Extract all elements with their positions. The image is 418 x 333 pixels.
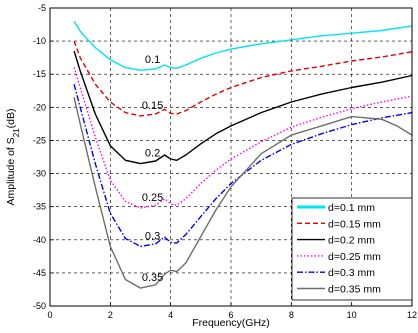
legend-label-3: d=0.2 mm (328, 235, 375, 247)
legend-label-4: d=0.25 mm (328, 251, 381, 263)
legend-label-1: d=0.1 mm (328, 202, 375, 214)
series-group (73, 20, 413, 289)
series-line-1 (73, 20, 413, 71)
x-tick-label: 4 (168, 310, 173, 320)
y-axis-label-unit: (dB) (5, 108, 17, 128)
curve-label-2: 0.15 (142, 100, 163, 112)
legend: d=0.1 mm d=0.15 mm d=0.2 mm d=0.25 mm d=0.3 … (291, 197, 413, 301)
legend-label-2: d=0.15 mm (328, 218, 381, 230)
series-line-4 (73, 67, 413, 209)
grid (50, 8, 412, 306)
x-tick-label: 8 (289, 310, 294, 320)
y-tick-label: -45 (33, 268, 46, 278)
legend-label-6: d=0.35 mm (328, 284, 381, 296)
y-tick-label: -10 (33, 36, 46, 46)
y-axis-label-sub: 21 (12, 128, 21, 137)
x-tick-label: 10 (347, 310, 357, 320)
x-tick-label: 2 (108, 310, 113, 320)
legend-box (291, 197, 413, 301)
y-tick-label: -5 (38, 3, 46, 13)
legend-label-5: d=0.3 mm (328, 267, 375, 279)
series-line-3 (73, 50, 413, 165)
y-tick-label: -40 (33, 235, 46, 245)
y-tick-label: -20 (33, 102, 46, 112)
y-tick-label: -30 (33, 169, 46, 179)
ticks: 0 2 4 6 8 10 12 -50 -45 -40 -35 -30 -25 -20 -15 -10 -5 (33, 3, 417, 320)
curve-label-1: 0.1 (145, 54, 160, 66)
series-line-6 (73, 97, 413, 289)
x-tick-label: 12 (407, 310, 417, 320)
x-tick-label: 0 (47, 310, 52, 320)
y-tick-label: -50 (33, 301, 46, 311)
x-axis-label: Frequency(GHz) (192, 317, 270, 329)
y-tick-label: -15 (33, 69, 46, 79)
curve-label-5: 0.3 (145, 230, 160, 242)
curve-label-6: 0.35 (142, 272, 163, 284)
series-line-5 (73, 84, 413, 248)
curve-annotations: 0.1 0.15 0.2 0.25 0.3 0.35 (142, 54, 163, 284)
x-tick-label: 6 (228, 310, 233, 320)
series-line-2 (73, 40, 413, 117)
y-tick-label: -25 (33, 135, 46, 145)
y-axis-label: Amplitude of S21(dB) (5, 108, 21, 205)
y-tick-label: -35 (33, 202, 46, 212)
y-axis-label-main: Amplitude of S (5, 137, 17, 205)
curve-label-3: 0.2 (145, 148, 160, 160)
curve-label-4: 0.25 (142, 192, 163, 204)
